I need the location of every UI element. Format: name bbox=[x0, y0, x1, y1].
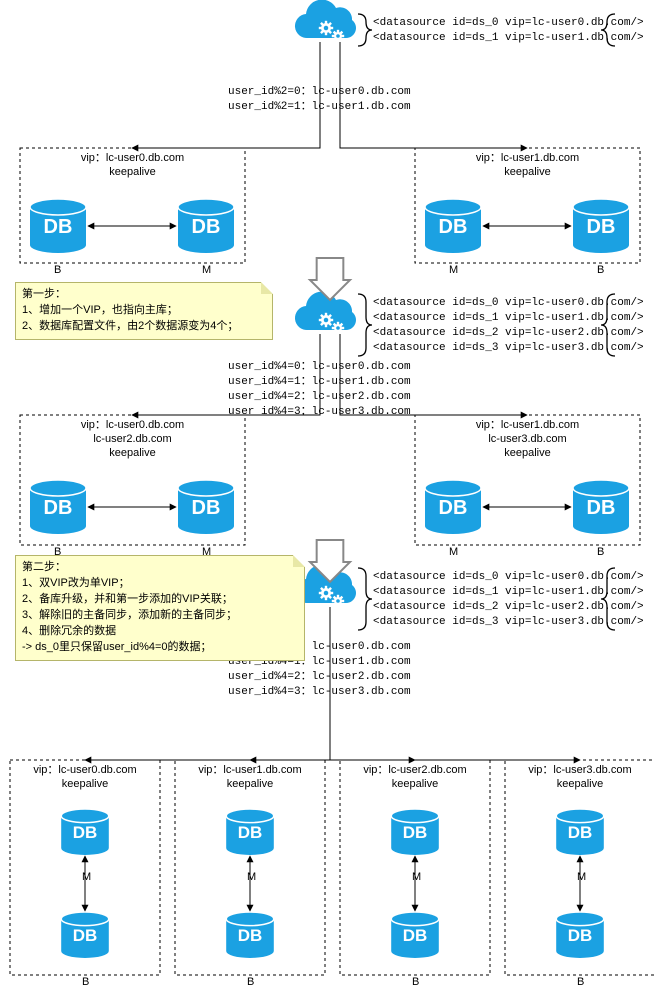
svg-text:DB: DB bbox=[73, 823, 98, 842]
svg-text:DB: DB bbox=[568, 926, 593, 945]
vip-row3-3: vip：lc-user3.db.com keepalive bbox=[521, 764, 639, 792]
vip-row2-left: vip：lc-user0.db.com lc-user2.db.com keep… bbox=[70, 419, 195, 460]
role-M: M bbox=[449, 264, 458, 276]
svg-text:DB: DB bbox=[403, 823, 428, 842]
role-M: M bbox=[202, 264, 211, 276]
datasource-block-bot: <datasource id=ds_0 vip=lc-user0.db.com/… bbox=[373, 570, 644, 629]
role-M: M bbox=[247, 871, 256, 883]
svg-text:DB: DB bbox=[44, 216, 73, 238]
role-B: B bbox=[597, 546, 604, 558]
routing-mid: user_id%4=0：lc-user0.db.com user_id%4=1：… bbox=[228, 360, 411, 419]
svg-text:DB: DB bbox=[73, 926, 98, 945]
role-B: B bbox=[577, 976, 584, 988]
svg-text:DB: DB bbox=[587, 497, 616, 519]
role-M: M bbox=[449, 546, 458, 558]
datasource-block-top: <datasource id=ds_0 vip=lc-user0.db.com/… bbox=[373, 16, 644, 46]
svg-text:DB: DB bbox=[568, 823, 593, 842]
step1-note: 第一步： 1、增加一个VIP，也指向主库； 2、数据库配置文件，由2个数据源变为… bbox=[15, 282, 273, 340]
vip-row1-right: vip：lc-user1.db.com keepalive bbox=[465, 152, 590, 180]
vip-row3-2: vip：lc-user2.db.com keepalive bbox=[356, 764, 474, 792]
role-M: M bbox=[577, 871, 586, 883]
step2-note: 第二步： 1、双VIP改为单VIP； 2、备库升级，并和第一步添加的VIP关联；… bbox=[15, 555, 305, 661]
svg-text:DB: DB bbox=[403, 926, 428, 945]
role-B: B bbox=[412, 976, 419, 988]
role-B: B bbox=[247, 976, 254, 988]
svg-text:DB: DB bbox=[439, 216, 468, 238]
role-M: M bbox=[412, 871, 421, 883]
svg-text:DB: DB bbox=[238, 823, 263, 842]
role-M: M bbox=[202, 546, 211, 558]
datasource-block-mid: <datasource id=ds_0 vip=lc-user0.db.com/… bbox=[373, 296, 644, 355]
vip-row2-right: vip：lc-user1.db.com lc-user3.db.com keep… bbox=[465, 419, 590, 460]
svg-text:DB: DB bbox=[238, 926, 263, 945]
role-B: B bbox=[597, 264, 604, 276]
role-B: B bbox=[54, 546, 61, 558]
vip-row3-1: vip：lc-user1.db.com keepalive bbox=[191, 764, 309, 792]
svg-text:DB: DB bbox=[587, 216, 616, 238]
vip-row1-left: vip：lc-user0.db.com keepalive bbox=[70, 152, 195, 180]
routing-top: user_id%2=0：lc-user0.db.com user_id%2=1：… bbox=[228, 85, 411, 115]
svg-text:DB: DB bbox=[44, 497, 73, 519]
role-M: M bbox=[82, 871, 91, 883]
role-B: B bbox=[54, 264, 61, 276]
svg-text:DB: DB bbox=[192, 216, 221, 238]
vip-row3-0: vip：lc-user0.db.com keepalive bbox=[26, 764, 144, 792]
role-B: B bbox=[82, 976, 89, 988]
diagram-canvas: DB DB DB DB DB DB DB DB DB DB DB DB DB DB DB DB bbox=[0, 0, 654, 989]
svg-text:DB: DB bbox=[439, 497, 468, 519]
svg-text:DB: DB bbox=[192, 497, 221, 519]
